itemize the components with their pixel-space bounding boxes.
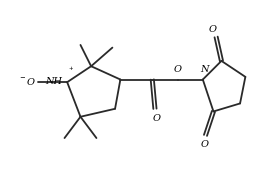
Text: O: O (209, 25, 217, 34)
Text: $^-$O: $^-$O (18, 76, 37, 87)
Text: $^+$: $^+$ (67, 66, 74, 75)
Text: O: O (174, 65, 181, 74)
Text: O: O (200, 140, 208, 149)
Text: N: N (200, 65, 208, 74)
Text: O: O (153, 114, 161, 122)
Text: NH: NH (45, 77, 62, 86)
